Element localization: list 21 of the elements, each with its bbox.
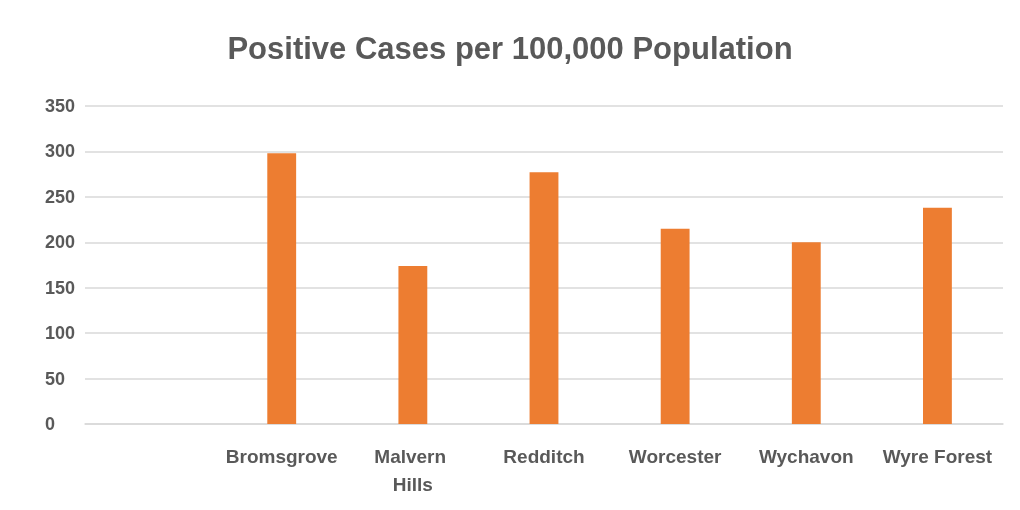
bar — [660, 228, 690, 424]
x-tick-label: Bromsgrove — [225, 445, 338, 467]
y-tick-label: 50 — [45, 368, 66, 389]
bar — [398, 265, 428, 424]
x-tick-label: Worcester — [628, 445, 723, 467]
x-tick-label: Malvern Hills — [374, 445, 452, 495]
x-tick-label: Wyre Forest — [882, 445, 993, 467]
y-tick-label: 200 — [45, 232, 76, 253]
y-tick-label: 250 — [45, 186, 76, 207]
bar — [529, 172, 559, 424]
y-tick-label: 350 — [45, 96, 76, 116]
x-tick-label: Wychavon — [758, 445, 854, 467]
y-tick-label: 0 — [45, 414, 56, 434]
y-tick-label: 150 — [45, 277, 76, 298]
bar — [267, 153, 297, 424]
x-tick-label: Redditch — [503, 445, 585, 467]
chart-title: Positive Cases per 100,000 Population — [227, 31, 793, 66]
bar — [923, 207, 952, 424]
bar — [791, 242, 821, 424]
y-tick-label: 300 — [45, 141, 76, 162]
y-tick-label: 100 — [45, 323, 76, 344]
